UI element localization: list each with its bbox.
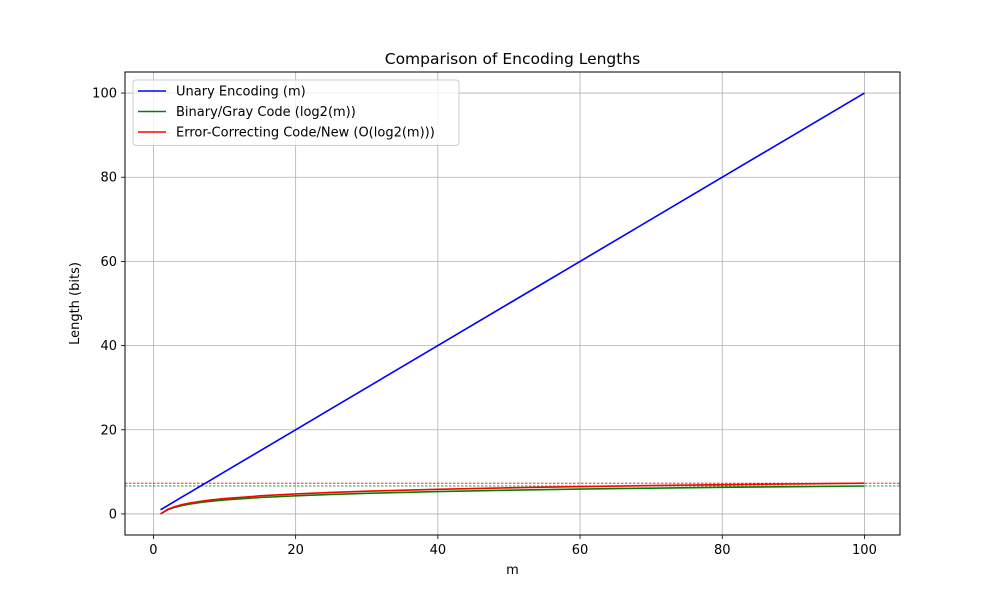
plot-frame (124, 71, 901, 536)
grid (125, 72, 900, 535)
legend-label: Binary/Gray Code (log2(m)) (176, 105, 356, 120)
y-tick-label: 20 (100, 423, 117, 438)
y-axis-label: Length (bits) (68, 262, 83, 345)
x-tick-label: 40 (430, 543, 447, 558)
x-tick-label: 0 (149, 543, 157, 558)
legend-box (132, 79, 460, 146)
reference-lines (125, 482, 900, 487)
y-tick-label: 100 (92, 87, 117, 102)
x-tick-label: 20 (287, 543, 304, 558)
x-tick-label: 100 (852, 543, 877, 558)
x-tick-label: 80 (714, 543, 731, 558)
x-axis-label: m (506, 563, 519, 578)
legend-label: Error-Correcting Code/New (O(log2(m))) (176, 126, 435, 141)
y-tick-label: 0 (109, 507, 117, 522)
y-tick-label: 40 (100, 339, 117, 354)
series-line-2 (160, 485, 865, 515)
chart-title: Comparison of Encoding Lengths (385, 50, 641, 68)
series-lines (160, 92, 865, 515)
legend-label: Unary Encoding (m) (176, 85, 306, 100)
series-line-1 (160, 92, 865, 511)
legend: Unary Encoding (m) Binary/Gray Code (log2… (132, 79, 460, 146)
series-line-3 (160, 482, 865, 515)
y-tick-label: 80 (100, 171, 117, 186)
x-tick-label: 60 (572, 543, 589, 558)
y-tick-label: 60 (100, 255, 117, 270)
axis-ticks: 0 20 40 60 80 100 0 20 40 60 80 100 (92, 87, 877, 558)
